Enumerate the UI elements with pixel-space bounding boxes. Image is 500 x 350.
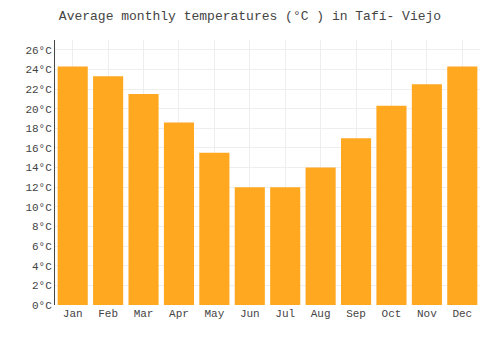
svg-text:Jul: Jul: [275, 308, 295, 320]
svg-text:Jun: Jun: [240, 308, 260, 320]
svg-text:May: May: [204, 308, 224, 320]
svg-text:12°C: 12°C: [25, 182, 52, 194]
svg-text:10°C: 10°C: [25, 202, 52, 214]
svg-text:0°C: 0°C: [32, 300, 52, 312]
svg-text:Nov: Nov: [417, 308, 437, 320]
svg-text:8°C: 8°C: [32, 221, 52, 233]
svg-text:16°C: 16°C: [25, 143, 52, 155]
svg-text:20°C: 20°C: [25, 104, 52, 116]
svg-text:4°C: 4°C: [32, 261, 52, 273]
svg-text:Jan: Jan: [63, 308, 83, 320]
svg-text:Sep: Sep: [346, 308, 366, 320]
svg-text:Feb: Feb: [98, 308, 118, 320]
svg-text:Apr: Apr: [169, 308, 189, 320]
svg-text:Average monthly temperatures (: Average monthly temperatures (°C ) in Ta…: [59, 9, 441, 24]
svg-text:Dec: Dec: [452, 308, 472, 320]
svg-text:Mar: Mar: [134, 308, 154, 320]
svg-text:2°C: 2°C: [32, 280, 52, 292]
svg-text:Aug: Aug: [311, 308, 331, 320]
svg-text:22°C: 22°C: [25, 84, 52, 96]
svg-text:26°C: 26°C: [25, 45, 52, 57]
svg-text:14°C: 14°C: [25, 162, 52, 174]
svg-text:24°C: 24°C: [25, 64, 52, 76]
svg-text:6°C: 6°C: [32, 241, 52, 253]
svg-text:Oct: Oct: [382, 308, 402, 320]
svg-text:18°C: 18°C: [25, 123, 52, 135]
